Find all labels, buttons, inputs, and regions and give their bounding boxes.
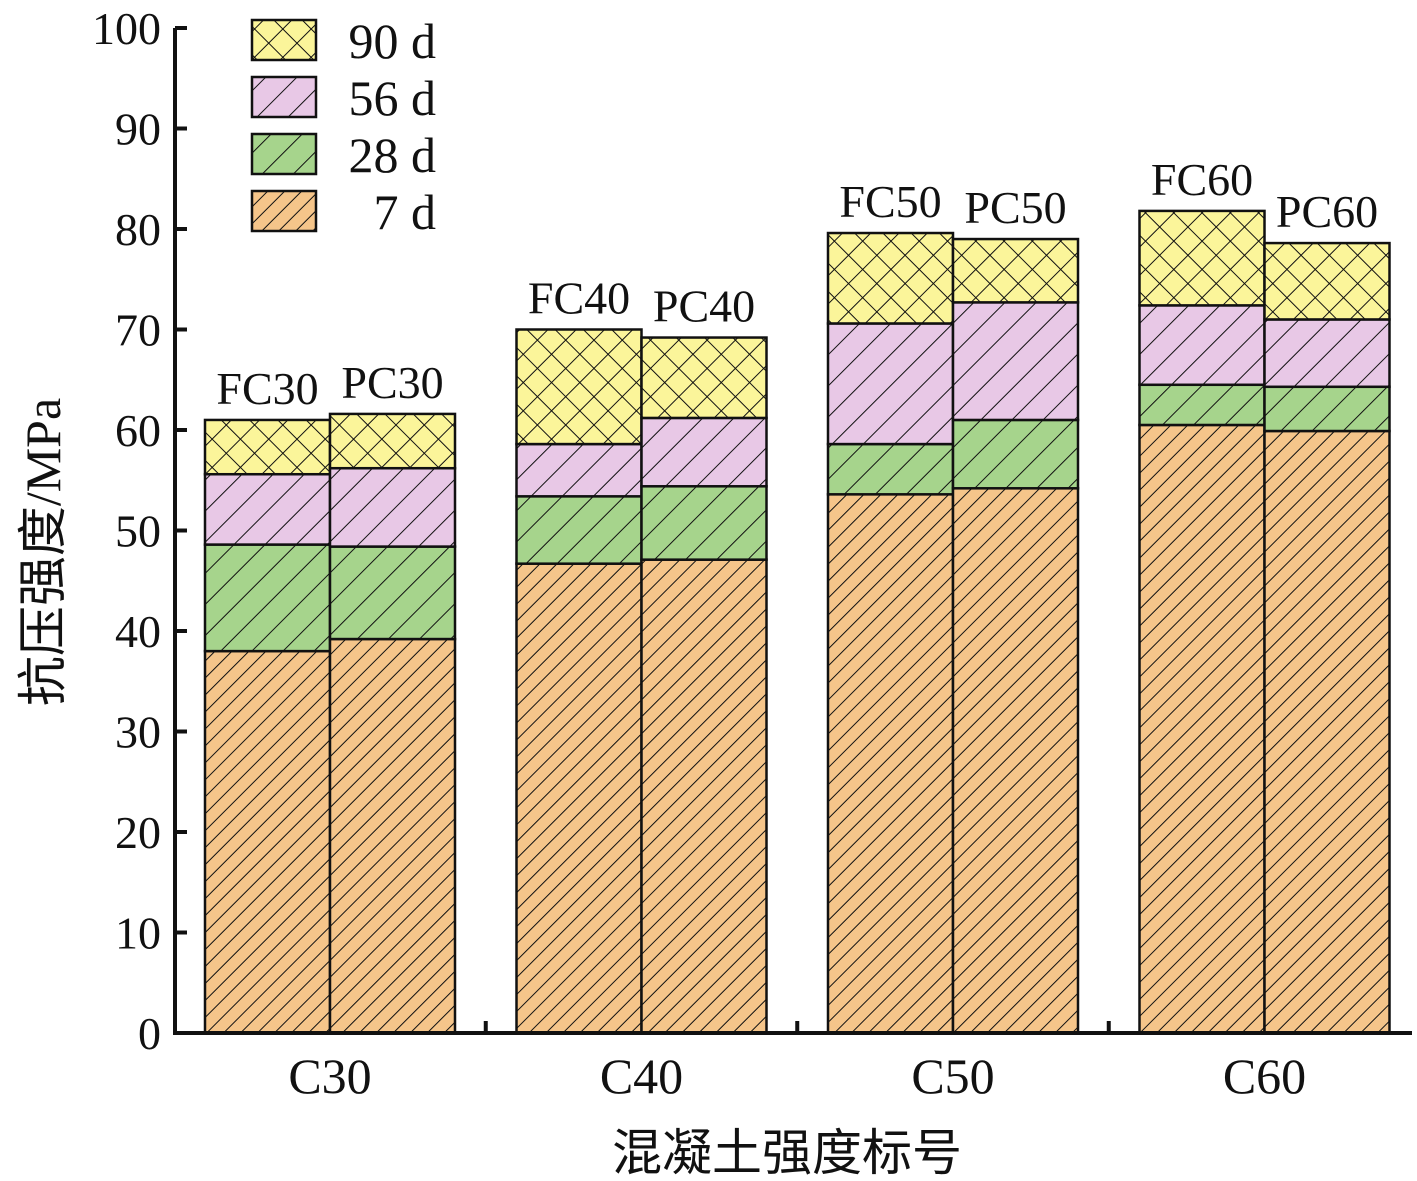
bar-segment-hatch-fc40-56d — [515, 442, 643, 498]
legend-swatch-hatch-56d — [250, 75, 318, 119]
bar-segment-hatch-pc50-90d — [951, 237, 1080, 304]
x-tick-label-c40: C40 — [600, 1048, 683, 1104]
bar-segment-hatch-pc60-90d — [1263, 241, 1391, 321]
bar-segment-hatch-fc40-90d — [515, 328, 643, 446]
bar-label-pc30: PC30 — [341, 357, 443, 408]
bar-segment-hatch-pc50-28d — [951, 418, 1080, 490]
y-tick-label-100: 100 — [92, 3, 161, 54]
legend-swatch-hatch-7d — [250, 189, 318, 233]
x-tick-label-c30: C30 — [288, 1048, 371, 1104]
bar-segment-hatch-fc50-28d — [826, 442, 955, 496]
y-tick-label-30: 30 — [115, 707, 161, 758]
bar-segment-hatch-fc60-56d — [1138, 304, 1266, 387]
legend: 90 d56 d28 d7 d — [250, 13, 437, 240]
bar-segment-hatch-pc60-56d — [1263, 318, 1391, 389]
bar-label-fc40: FC40 — [528, 273, 630, 324]
bar-segment-hatch-fc30-90d — [203, 418, 332, 476]
legend-swatch-hatch-28d — [250, 132, 318, 176]
bar-label-fc30: FC30 — [216, 363, 318, 414]
y-tick-label-50: 50 — [115, 506, 161, 557]
bar-segment-hatch-fc50-7d — [826, 493, 955, 1035]
bar-segment-hatch-pc40-7d — [640, 558, 768, 1035]
legend-label-56d: 56 d — [349, 70, 437, 126]
y-tick-label-90: 90 — [115, 104, 161, 155]
bar-segment-hatch-pc50-7d — [951, 487, 1080, 1035]
bar-segment-hatch-fc60-90d — [1138, 209, 1266, 307]
bar-segment-hatch-pc40-90d — [640, 336, 768, 420]
y-tick-label-10: 10 — [115, 908, 161, 959]
y-tick-label-40: 40 — [115, 606, 161, 657]
bars-layer: FC30 PC30 FC40 PC40 FC50 PC50 FC60 PC60 — [203, 154, 1391, 1035]
y-tick-label-60: 60 — [115, 405, 161, 456]
bar-segment-hatch-pc30-90d — [328, 412, 457, 470]
legend-label-28d: 28 d — [349, 127, 437, 183]
legend-label-7d: 7 d — [374, 184, 437, 240]
bar-segment-hatch-fc40-28d — [515, 495, 643, 565]
bar-segment-hatch-pc40-56d — [640, 416, 768, 488]
bar-segment-hatch-fc30-56d — [203, 472, 332, 546]
y-tick-label-70: 70 — [115, 305, 161, 356]
bar-segment-hatch-fc40-7d — [515, 562, 643, 1035]
y-axis-title: 抗压强度/MPa — [15, 398, 71, 706]
legend-swatch-hatch-90d — [250, 18, 318, 62]
bar-segment-hatch-fc60-28d — [1138, 383, 1266, 427]
bar-label-pc40: PC40 — [653, 281, 755, 332]
bar-segment-hatch-fc60-7d — [1138, 423, 1266, 1035]
y-tick-label-20: 20 — [115, 807, 161, 858]
bar-label-fc60: FC60 — [1151, 154, 1253, 205]
bar-segment-hatch-pc30-28d — [328, 545, 457, 641]
bar-segment-hatch-pc30-56d — [328, 466, 457, 548]
bar-label-fc50: FC50 — [839, 176, 941, 227]
y-tick-label-80: 80 — [115, 204, 161, 255]
x-tick-label-c60: C60 — [1223, 1048, 1306, 1104]
legend-label-90d: 90 d — [349, 13, 437, 69]
bar-label-pc60: PC60 — [1276, 186, 1378, 237]
y-tick-label-0: 0 — [138, 1008, 161, 1059]
bar-segment-hatch-fc30-7d — [203, 649, 332, 1035]
axes-layer: 0 10 20 30 40 50 60 70 80 90 100 C30 C40 C50 C60 — [92, 3, 1412, 1104]
bar-segment-hatch-fc30-28d — [203, 543, 332, 653]
bar-segment-hatch-fc50-56d — [826, 322, 955, 446]
bar-segment-hatch-pc60-28d — [1263, 385, 1391, 433]
bar-segment-hatch-pc60-7d — [1263, 429, 1391, 1035]
bar-label-pc50: PC50 — [964, 182, 1066, 233]
x-tick-label-c50: C50 — [911, 1048, 994, 1104]
bar-segment-hatch-pc40-28d — [640, 485, 768, 561]
bar-segment-hatch-fc50-90d — [826, 231, 955, 325]
bar-segment-hatch-pc30-7d — [328, 637, 457, 1035]
x-axis-title: 混凝土强度标号 — [612, 1125, 962, 1181]
bar-segment-hatch-pc50-56d — [951, 301, 1080, 422]
